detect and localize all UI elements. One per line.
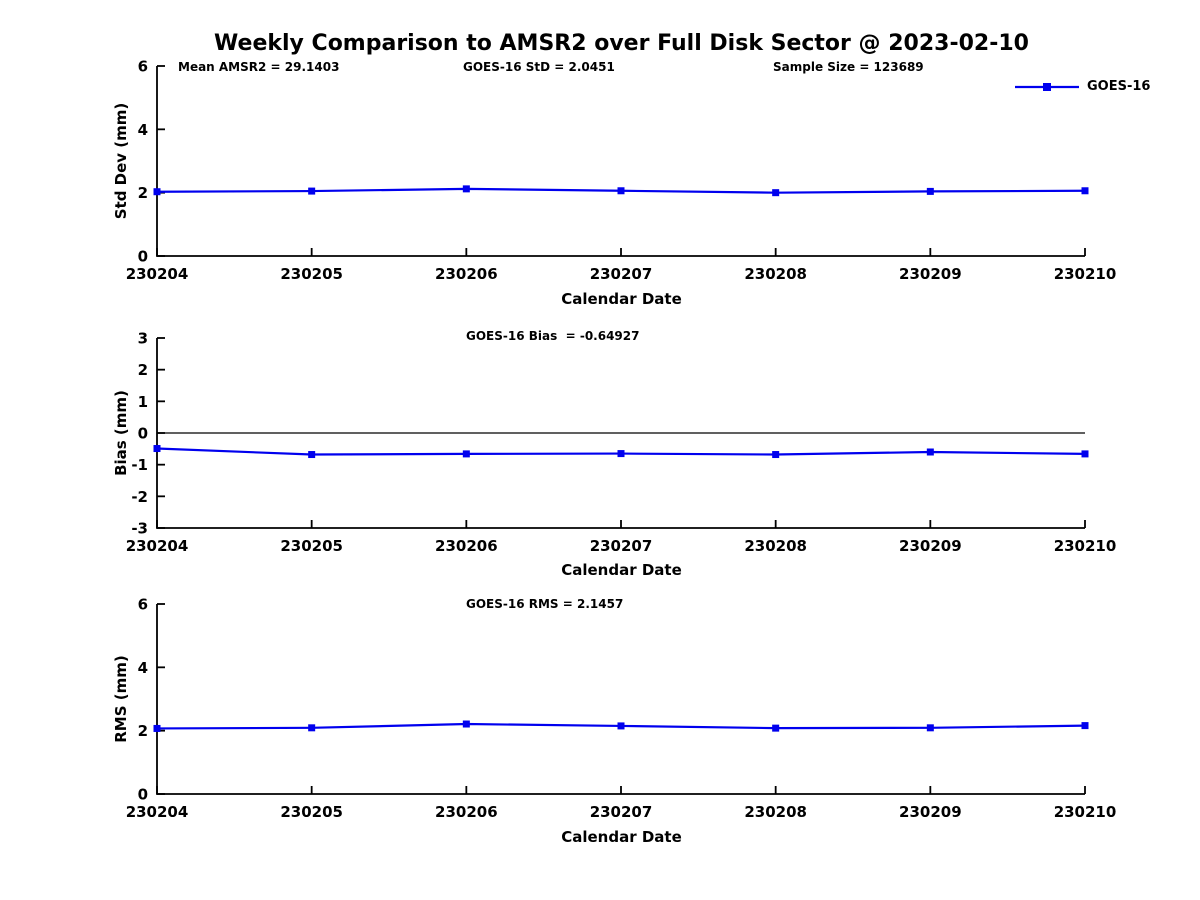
x-tick-label: 230207 bbox=[590, 803, 653, 821]
x-tick-label: 230208 bbox=[744, 803, 807, 821]
data-point-marker bbox=[1081, 187, 1089, 195]
data-point-marker bbox=[1081, 450, 1089, 458]
x-tick-label: 230209 bbox=[899, 265, 962, 283]
x-axis-label-bias: Calendar Date bbox=[561, 561, 682, 579]
data-point-marker bbox=[926, 187, 934, 195]
subplot-rms: 0 2 4 6 230204 230205 230206 230207 230208 230209… bbox=[126, 596, 1117, 822]
axis-spine bbox=[156, 66, 1085, 257]
data-point-marker bbox=[308, 187, 316, 195]
x-tick-label: 230205 bbox=[280, 803, 343, 821]
data-point-marker bbox=[1081, 722, 1089, 730]
figure-title: Weekly Comparison to AMSR2 over Full Dis… bbox=[214, 31, 1029, 56]
y-tick-label: 1 bbox=[138, 393, 148, 411]
x-tick-label: 230210 bbox=[1054, 803, 1117, 821]
data-point-marker bbox=[462, 720, 470, 728]
x-tick-label: 230206 bbox=[435, 803, 498, 821]
data-point-marker bbox=[926, 724, 934, 732]
y-tick-label: 4 bbox=[138, 121, 148, 139]
y-tick-label: 0 bbox=[138, 425, 148, 443]
x-tick-label: 230205 bbox=[280, 537, 343, 555]
y-axis-label-bias: Bias (mm) bbox=[112, 390, 130, 476]
x-axis-label-rms: Calendar Date bbox=[561, 828, 682, 846]
data-point-marker bbox=[926, 448, 934, 456]
y-tick-label: 0 bbox=[138, 786, 148, 804]
subplot-std-dev: 0 2 4 6 230204 230205 230206 230207 230208 230209… bbox=[126, 58, 1117, 284]
x-tick-label: 230208 bbox=[744, 537, 807, 555]
y-axis-label-rms: RMS (mm) bbox=[112, 655, 130, 743]
axis-spine bbox=[156, 604, 1085, 795]
x-tick-label: 230204 bbox=[126, 265, 189, 283]
x-axis-label-std-dev: Calendar Date bbox=[561, 290, 682, 308]
data-point-marker bbox=[308, 724, 316, 732]
y-tick-label: 0 bbox=[138, 248, 148, 266]
x-tick-label: 230208 bbox=[744, 265, 807, 283]
x-tick-label: 230207 bbox=[590, 265, 653, 283]
y-tick-label: -3 bbox=[131, 520, 148, 538]
data-point-marker bbox=[462, 185, 470, 193]
annotation-mean-amsr2: Mean AMSR2 = 29.1403 bbox=[178, 60, 340, 74]
data-point-marker bbox=[153, 445, 161, 453]
x-tick-label: 230209 bbox=[899, 803, 962, 821]
data-point-marker bbox=[308, 451, 316, 459]
data-point-marker bbox=[772, 189, 780, 197]
y-tick-label: 6 bbox=[138, 596, 148, 614]
y-axis-label-std-dev: Std Dev (mm) bbox=[112, 102, 130, 220]
annotation-goes16-rms: GOES-16 RMS = 2.1457 bbox=[466, 597, 624, 611]
x-tick-label: 230207 bbox=[590, 537, 653, 555]
data-point-marker bbox=[153, 724, 161, 732]
x-tick-label: 230204 bbox=[126, 537, 189, 555]
y-tick-label: -2 bbox=[131, 488, 148, 506]
x-tick-label: 230204 bbox=[126, 803, 189, 821]
x-tick-label: 230205 bbox=[280, 265, 343, 283]
data-point-marker bbox=[153, 188, 161, 196]
x-tick-label: 230210 bbox=[1054, 537, 1117, 555]
legend-marker-icon bbox=[1043, 82, 1051, 91]
x-tick-label: 230209 bbox=[899, 537, 962, 555]
y-tick-label: 6 bbox=[138, 58, 148, 76]
y-tick-label: 2 bbox=[138, 184, 148, 202]
annotation-goes16-bias: GOES-16 Bias = -0.64927 bbox=[466, 329, 640, 343]
data-point-marker bbox=[617, 187, 625, 195]
y-tick-label: 2 bbox=[138, 361, 148, 379]
y-tick-label: 4 bbox=[138, 659, 148, 677]
legend: GOES-16 bbox=[1014, 79, 1150, 94]
data-point-marker bbox=[617, 722, 625, 730]
data-point-marker bbox=[772, 724, 780, 732]
x-tick-label: 230210 bbox=[1054, 265, 1117, 283]
y-tick-label: 2 bbox=[138, 722, 148, 740]
y-tick-label: -1 bbox=[131, 456, 148, 474]
x-tick-label: 230206 bbox=[435, 265, 498, 283]
data-point-marker bbox=[772, 451, 780, 459]
annotation-goes16-std: GOES-16 StD = 2.0451 bbox=[463, 60, 615, 74]
x-tick-label: 230206 bbox=[435, 537, 498, 555]
annotation-sample-size: Sample Size = 123689 bbox=[773, 60, 924, 74]
data-point-marker bbox=[617, 450, 625, 458]
legend-label: GOES-16 bbox=[1087, 79, 1151, 94]
legend-line-sample bbox=[1015, 82, 1079, 91]
data-point-marker bbox=[462, 450, 470, 458]
y-tick-label: 3 bbox=[138, 330, 148, 348]
